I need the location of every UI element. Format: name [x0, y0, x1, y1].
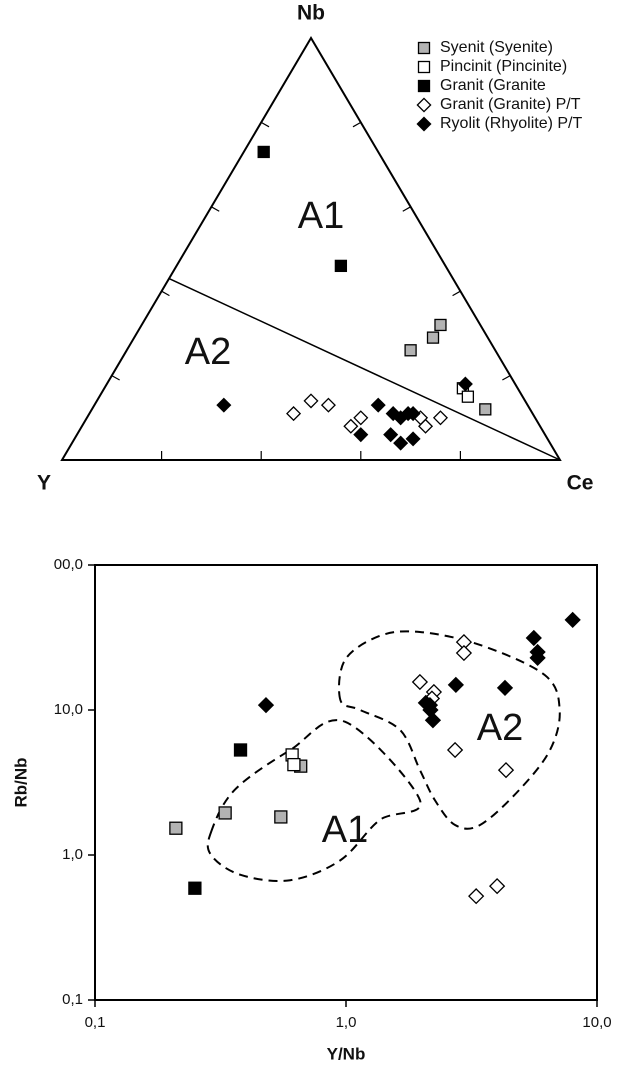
data-point [447, 676, 464, 694]
apex-label: Y [37, 472, 51, 495]
data-point [405, 406, 421, 422]
data-point [353, 427, 369, 443]
data-point [334, 259, 348, 273]
data-point [287, 757, 301, 772]
triangle [60, 36, 562, 461]
data-point [496, 679, 514, 697]
data-point [404, 344, 417, 357]
data-point [418, 418, 434, 434]
data-point [233, 743, 248, 757]
legend-label: Granit (Granite [440, 77, 546, 94]
data-point [188, 881, 202, 895]
data-point [393, 435, 409, 451]
data-point [426, 331, 440, 344]
tick-mark [211, 206, 220, 212]
data-point [383, 427, 399, 443]
legend-swatch [417, 41, 431, 55]
data-point [257, 145, 270, 159]
y-tick-label: 10,0 [54, 701, 83, 718]
x-tick-label: 1,0 [336, 1014, 357, 1031]
y-tick-label: 00,0 [54, 556, 83, 573]
data-point [564, 611, 581, 629]
data-point [370, 397, 386, 413]
data-point [529, 649, 546, 666]
plot-frame [94, 564, 598, 1001]
data-point [169, 821, 183, 835]
apex-label: Nb [297, 2, 325, 25]
field-boundary [168, 277, 561, 461]
data-point [424, 712, 442, 729]
apex-label: Ce [567, 472, 594, 495]
tick-mark [111, 375, 120, 381]
data-point [320, 397, 336, 413]
tick-mark [260, 121, 270, 128]
tick-mark [502, 375, 511, 381]
data-point [218, 806, 232, 820]
y-tick-label: 1,0 [62, 846, 83, 863]
x-tick-label: 0,1 [85, 1014, 106, 1031]
data-point [303, 393, 319, 409]
data-point [468, 888, 485, 905]
data-point [525, 629, 542, 647]
region-label: A2 [477, 707, 523, 749]
tick-mark [452, 290, 461, 297]
x-axis-title: Y/Nb [327, 1044, 366, 1063]
y-axis-title: Rb/Nb [11, 757, 30, 807]
data-point [405, 431, 421, 447]
x-tick-label: 10,0 [582, 1014, 611, 1031]
legend-swatch [416, 116, 432, 132]
legend-label: Syenit (Syenite) [440, 39, 553, 56]
data-point [385, 406, 401, 422]
field-label: A2 [185, 331, 231, 373]
data-point [446, 741, 464, 759]
field-label: A1 [298, 195, 344, 237]
data-point [343, 418, 359, 434]
legend-label: Ryolit (Rhyolite) P/T [440, 115, 582, 132]
data-point [216, 397, 232, 413]
y-tick-label: 0,1 [62, 991, 83, 1008]
legend-swatch [417, 60, 431, 74]
data-point [274, 810, 288, 824]
data-point [353, 410, 369, 426]
tick-mark [402, 206, 411, 212]
data-point [434, 318, 447, 332]
data-point [455, 644, 473, 662]
data-point [488, 878, 506, 895]
data-point [497, 761, 515, 779]
data-point [461, 390, 475, 403]
legend-swatch [416, 97, 432, 113]
legend-label: Granit (Granite) P/T [440, 96, 581, 113]
data-point [479, 403, 492, 416]
data-point [257, 697, 275, 714]
data-point [432, 410, 448, 426]
legend-swatch [417, 79, 431, 93]
legend-label: Pincinit (Pincinite) [440, 58, 567, 75]
region-label: A1 [322, 809, 368, 851]
data-point [457, 376, 473, 392]
tick-mark [161, 290, 170, 297]
data-point [421, 697, 439, 714]
data-point [286, 406, 302, 422]
tick-mark [352, 121, 362, 128]
region-outline [337, 630, 561, 830]
data-point [411, 673, 429, 691]
